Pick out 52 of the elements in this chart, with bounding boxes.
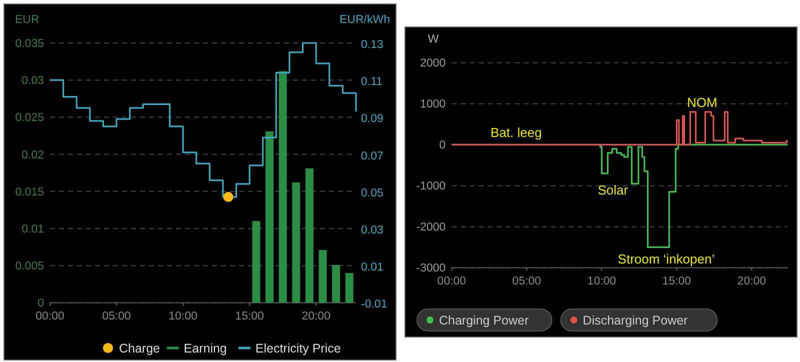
y2-tick-label: 0.11 [361,76,383,88]
y-axis-title: W [428,34,439,46]
y2-tick-label: 0.13 [361,39,384,51]
y-tick-label: 0 [38,298,44,310]
x-tick-label: 20:00 [302,310,330,323]
x-tick-label: 15:00 [662,276,692,288]
y-tick-label: 0.02 [22,149,44,162]
bar [266,131,274,303]
y-tick-label: 0.005 [15,260,44,273]
y-tick-label: 0.03 [22,75,44,88]
x-tick-label: 00:00 [437,276,466,288]
bar [332,264,340,303]
y2-axis-title: EUR/kWh [340,14,390,26]
y-tick-label: 0.015 [15,186,44,198]
y-tick-label: 2000 [420,58,446,70]
annotation: Stroom ‘inkopen’ [618,251,715,266]
y-tick-label: 1000 [420,98,446,111]
legend-label: Discharging Power [582,314,688,328]
annotation: NOM [687,94,718,110]
y2-tick-label: 0.03 [361,224,384,236]
legend-label: Charging Power [439,314,529,328]
bar [292,182,300,303]
x-tick-label: 20:00 [737,276,766,288]
y-axis-title: EUR [15,14,40,26]
bar [345,273,354,303]
legend-label: Charge [119,342,160,356]
bar [278,71,287,303]
y-tick-label: 0 [439,140,446,152]
y2-tick-label: 0.05 [361,187,384,200]
y-tick-label: 0.01 [22,224,44,236]
x-tick-label: 00:00 [36,310,64,323]
y2-tick-label: -0.01 [361,298,388,311]
annotation: Solar [598,182,629,198]
bar [305,168,314,303]
bar [318,250,327,303]
y-tick-label: -1000 [416,180,446,193]
bar [252,221,260,303]
annotation: Bat. leeg [490,124,542,140]
y2-tick-label: 0.07 [361,150,384,162]
x-tick-label: 05:00 [512,276,542,288]
y-tick-label: -3000 [416,262,446,275]
y-tick-label: 0.025 [15,112,44,124]
x-tick-label: 10:00 [587,276,616,288]
y-tick-label: 0.035 [15,38,44,50]
legend-label: Earning [184,342,227,356]
y2-tick-label: 0.01 [361,262,384,274]
legend-label: Electricity Price [255,342,341,356]
y-tick-label: -2000 [416,222,446,234]
x-tick-label: 05:00 [102,310,131,323]
y2-tick-label: 0.09 [361,113,384,126]
x-tick-label: 15:00 [235,310,264,323]
x-tick-label: 10:00 [168,310,198,323]
